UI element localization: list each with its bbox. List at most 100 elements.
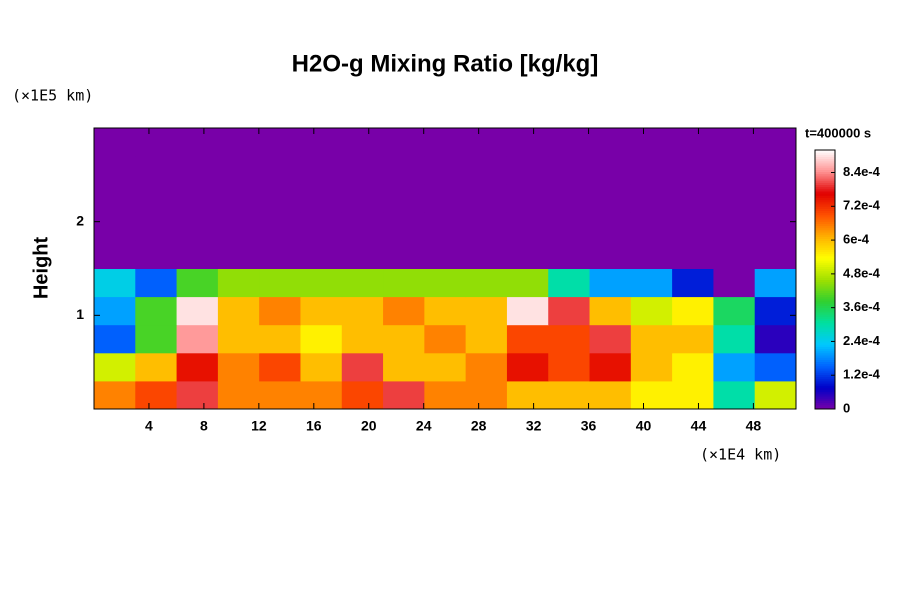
- heatmap-cell: [341, 380, 384, 410]
- heatmap-cell: [754, 240, 797, 269]
- heatmap-cell: [548, 128, 591, 157]
- heatmap-cell: [506, 212, 549, 241]
- heatmap-cell: [176, 380, 219, 410]
- colorbar-segment: [815, 275, 835, 278]
- x-tick-label: 12: [251, 418, 267, 434]
- heatmap-cell: [259, 128, 301, 157]
- colorbar-segment: [815, 277, 835, 280]
- colorbar-segment: [815, 175, 835, 179]
- heatmap-cell: [754, 380, 797, 410]
- heatmap-cell: [217, 268, 260, 298]
- heatmap-cell: [713, 380, 756, 410]
- colorbar-segment: [815, 344, 835, 347]
- colorbar-segment: [815, 329, 835, 332]
- colorbar-segment: [815, 380, 835, 384]
- colorbar-segment: [815, 201, 835, 205]
- colorbar-segment: [815, 212, 835, 216]
- colorbar-segment: [815, 404, 835, 408]
- x-tick-label: 4: [145, 418, 153, 434]
- colorbar-segment: [815, 361, 835, 365]
- heatmap-cell: [176, 184, 219, 213]
- heatmap-cell: [176, 212, 219, 241]
- colorbar-segment: [815, 160, 835, 164]
- heatmap-cell: [506, 156, 549, 185]
- colorbar-segment: [815, 178, 835, 181]
- colorbar-segment: [815, 262, 835, 265]
- heatmap-cell: [176, 268, 219, 298]
- colorbar-segment: [815, 281, 835, 285]
- colorbar-segment: [815, 251, 835, 255]
- heatmap-cell: [589, 156, 632, 185]
- colorbar-segment: [815, 249, 835, 252]
- colorbar-segment: [815, 318, 835, 322]
- colorbar-segment: [815, 367, 835, 371]
- colorbar-segment: [815, 372, 835, 375]
- colorbar-segment: [815, 383, 835, 386]
- colorbar-segment: [815, 342, 835, 345]
- colorbar-segment: [815, 303, 835, 306]
- colorbar-segment: [815, 339, 835, 343]
- heatmap-cell: [300, 352, 343, 382]
- colorbar-tick-label: 1.2e-4: [843, 367, 881, 382]
- colorbar-segment: [815, 387, 835, 391]
- heatmap-cell: [217, 128, 260, 157]
- heatmap-cell: [672, 324, 714, 354]
- heatmap-cell: [713, 324, 756, 354]
- heatmap-cell: [630, 128, 673, 157]
- heatmap-cell: [630, 296, 673, 326]
- heatmap-cell: [465, 268, 508, 298]
- heatmap-cell: [589, 352, 632, 382]
- heatmap-cell: [506, 240, 549, 269]
- heatmap-cell: [259, 352, 301, 382]
- colorbar-segment: [815, 240, 835, 244]
- colorbar-segment: [815, 221, 835, 224]
- heatmap-cell: [630, 268, 673, 298]
- colorbar-segment: [815, 216, 835, 220]
- heatmap-cell: [259, 212, 301, 241]
- heatmap-cell: [300, 380, 343, 410]
- heatmap-cell: [300, 128, 343, 157]
- colorbar-tick-label: 8.4e-4: [843, 164, 881, 179]
- colorbar-segment: [815, 173, 835, 177]
- colorbar-segment: [815, 350, 835, 354]
- heatmap-cell: [424, 156, 467, 185]
- heatmap-cell: [341, 212, 384, 241]
- heatmap-cell: [465, 380, 508, 410]
- colorbar-segment: [815, 257, 835, 261]
- heatmap-cell: [424, 324, 467, 354]
- y-axis-label: Height: [30, 237, 52, 300]
- heatmap-cell: [548, 156, 591, 185]
- heatmap-cell: [217, 352, 260, 382]
- heatmap-cell: [548, 380, 591, 410]
- heatmap-cell: [135, 296, 178, 326]
- heatmap-cell: [465, 352, 508, 382]
- heatmap-cell: [383, 268, 425, 298]
- colorbar-segment: [815, 348, 835, 352]
- colorbar-segment: [815, 162, 835, 166]
- x-tick-label: 32: [526, 418, 542, 434]
- colorbar-segment: [815, 165, 835, 168]
- heatmap-cell: [217, 296, 260, 326]
- colorbar-tick-label: 7.2e-4: [843, 198, 881, 213]
- colorbar-segment: [815, 210, 835, 214]
- heatmap-cell: [383, 324, 425, 354]
- colorbar-segment: [815, 195, 835, 198]
- colorbar-segment: [815, 270, 835, 274]
- heatmap-cell: [548, 268, 591, 298]
- heatmap-cell: [630, 156, 673, 185]
- colorbar-segment: [815, 322, 835, 326]
- heatmap-cell: [341, 184, 384, 213]
- heatmap-cell: [589, 128, 632, 157]
- heatmap-cell: [217, 156, 260, 185]
- heatmap-cell: [630, 324, 673, 354]
- heatmap-cell: [506, 296, 549, 326]
- heatmap-cell: [383, 128, 425, 157]
- heatmap-cell: [630, 240, 673, 269]
- colorbar-segment: [815, 273, 835, 276]
- x-tick-label: 44: [691, 418, 707, 434]
- heatmap-cell: [259, 268, 301, 298]
- heatmap-cell: [548, 352, 591, 382]
- heatmap-cell: [341, 268, 384, 298]
- colorbar-segment: [815, 156, 835, 160]
- heatmap-cell: [383, 352, 425, 382]
